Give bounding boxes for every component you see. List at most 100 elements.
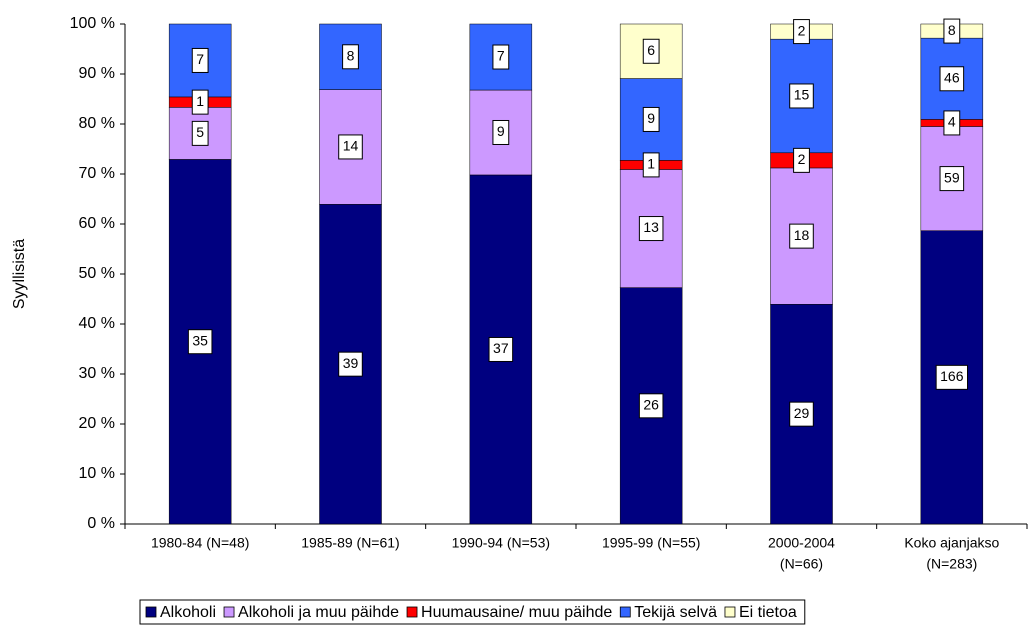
- y-tick-label: 50 %: [79, 265, 115, 282]
- data-label-box: [943, 18, 961, 44]
- data-label-text: 2: [798, 151, 806, 167]
- data-label-box: [342, 44, 359, 70]
- data-label: 15: [789, 83, 814, 109]
- data-label-box: [191, 89, 209, 115]
- x-tick-label: (N=66): [780, 556, 823, 572]
- legend-label: Ei tietoa: [739, 604, 797, 621]
- data-label: 8: [943, 18, 961, 44]
- data-label-box: [187, 329, 213, 355]
- y-tick-label: 40 %: [79, 315, 115, 332]
- data-label-text: 8: [948, 22, 956, 38]
- data-label: 2: [793, 19, 810, 45]
- y-tick-label: 100 %: [70, 15, 115, 32]
- data-label-box: [488, 336, 514, 362]
- data-label: 5: [191, 120, 209, 146]
- data-label-text: 5: [196, 124, 204, 140]
- data-label: 4: [943, 110, 961, 136]
- data-label-box: [943, 110, 961, 136]
- data-label: 7: [492, 44, 510, 70]
- data-label: 7: [191, 47, 209, 73]
- data-label-box: [789, 83, 814, 109]
- data-label-box: [338, 351, 363, 377]
- y-tick-label: 0 %: [87, 515, 115, 532]
- data-label-text: 2: [798, 22, 806, 38]
- data-label: 9: [642, 106, 660, 132]
- x-tick-label: 1995-99 (N=55): [602, 535, 700, 551]
- data-label-box: [492, 44, 510, 70]
- data-label-box: [642, 152, 660, 178]
- legend-swatch: [145, 606, 157, 618]
- x-tick-label: 1990-94 (N=53): [452, 535, 550, 551]
- data-label-text: 9: [497, 123, 505, 139]
- data-label-box: [939, 166, 965, 192]
- data-label-box: [492, 119, 510, 145]
- data-label: 1: [191, 89, 209, 115]
- data-label-text: 26: [643, 397, 659, 413]
- y-axis-title: Syyllisistä: [11, 239, 28, 309]
- data-label-text: 7: [196, 51, 204, 67]
- data-label-text: 4: [948, 114, 956, 130]
- data-label-box: [338, 134, 363, 160]
- data-label: 1: [642, 152, 660, 178]
- data-label-box: [939, 66, 965, 92]
- legend-label: Tekijä selvä: [634, 604, 717, 621]
- data-label-box: [638, 216, 664, 242]
- data-label: 14: [338, 134, 363, 160]
- data-label-text: 39: [343, 355, 359, 371]
- legend-label: Alkoholi ja muu päihde: [238, 604, 399, 621]
- legend-label: Alkoholi: [160, 604, 216, 621]
- data-label-box: [638, 393, 664, 419]
- y-tick-label: 90 %: [79, 65, 115, 82]
- data-label: 8: [342, 44, 359, 70]
- data-label-text: 18: [794, 227, 810, 243]
- data-label: 13: [638, 216, 664, 242]
- x-tick-label: 1985-89 (N=61): [301, 535, 399, 551]
- data-label-text: 1: [647, 156, 655, 172]
- legend: Alkoholi Alkoholi ja muu päihde Huumausain…: [139, 599, 806, 625]
- data-label-box: [793, 147, 810, 173]
- data-label-text: 59: [944, 169, 960, 185]
- data-label: 37: [488, 336, 514, 362]
- y-tick-label: 30 %: [79, 365, 115, 382]
- x-tick-label: Koko ajanjakso: [904, 535, 999, 551]
- data-label-box: [935, 364, 969, 390]
- data-label: 26: [638, 393, 664, 419]
- data-label: 29: [789, 401, 814, 427]
- data-label-box: [642, 106, 660, 132]
- legend-swatch: [724, 606, 736, 618]
- data-label-text: 37: [493, 340, 509, 356]
- x-tick-label: (N=283): [926, 556, 977, 572]
- data-label: 59: [939, 166, 965, 192]
- data-label-text: 8: [347, 47, 355, 63]
- data-label-text: 13: [643, 219, 659, 235]
- data-label-box: [793, 19, 810, 45]
- x-tick-label: 1980-84 (N=48): [151, 535, 249, 551]
- data-label-box: [789, 401, 814, 427]
- y-tick-label: 10 %: [79, 465, 115, 482]
- data-label: 39: [338, 351, 363, 377]
- legend-box: [139, 599, 806, 625]
- data-label-text: 29: [794, 405, 810, 421]
- data-label-text: 15: [794, 87, 810, 103]
- data-label-text: 35: [192, 332, 208, 348]
- legend-swatch: [406, 606, 418, 618]
- data-label: 166: [935, 364, 969, 390]
- data-label-box: [191, 120, 209, 146]
- data-label-text: 46: [944, 69, 960, 85]
- y-tick-label: 60 %: [79, 215, 115, 232]
- data-label-box: [191, 47, 209, 73]
- legend-swatch: [619, 606, 631, 618]
- data-label-text: 9: [647, 110, 655, 126]
- data-label: 35: [187, 329, 213, 355]
- y-tick-label: 80 %: [79, 115, 115, 132]
- y-tick-label: 20 %: [79, 415, 115, 432]
- data-label: 9: [492, 119, 510, 145]
- data-label-box: [642, 38, 660, 64]
- legend-label: Huumausaine/ muu päihde: [421, 604, 612, 621]
- data-label: 18: [789, 223, 814, 249]
- data-label-text: 6: [647, 42, 655, 58]
- data-label: 6: [642, 38, 660, 64]
- y-tick-label: 70 %: [79, 165, 115, 182]
- data-label-text: 1: [196, 93, 204, 109]
